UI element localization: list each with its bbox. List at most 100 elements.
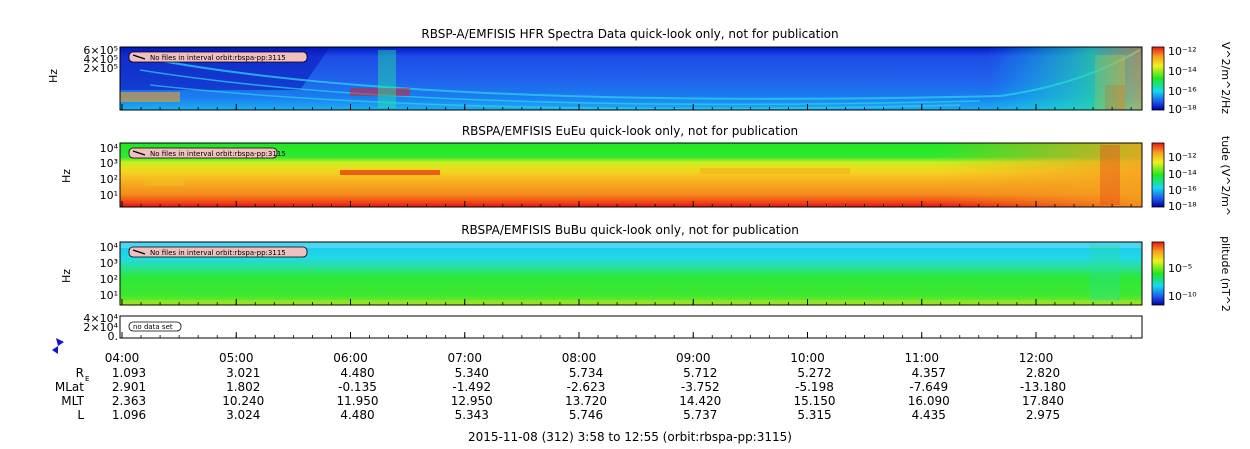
ephemeris-value: -13.180 — [1020, 380, 1066, 394]
panel-hfr-colorbar — [1151, 46, 1165, 111]
ephemeris-value: -3.752 — [681, 380, 720, 394]
panel-eu-cbar-tick-3: 10⁻¹⁶ — [1168, 184, 1197, 197]
panel-eu-annotation: No files in interval orbit:rbspa-pp:3115 — [150, 150, 286, 158]
ephemeris-value: 10.240 — [222, 394, 264, 408]
ephemeris-value: 17.840 — [1022, 394, 1064, 408]
panel-hfr-cbar-tick-3: 10⁻¹⁶ — [1168, 85, 1197, 98]
ephemeris-value: 14.420 — [679, 394, 721, 408]
panel-bu: No files in interval orbit:rbspa-pp:3115 — [119, 241, 1143, 306]
panel-eu-colorbar — [1151, 142, 1165, 208]
panel-hfr-cbar-label: V^2/m^2/Hz — [1219, 42, 1232, 114]
panel-hfr-annotation: No files in interval orbit:rbspa-pp:3115 — [150, 54, 286, 62]
panel-hfr-ytick-2: 4×10⁵ — [83, 53, 118, 66]
time-label: 07:00 — [447, 351, 482, 365]
x-axis-ticks — [121, 104, 1132, 338]
panel-hfr-cbar-tick-2: 10⁻¹⁴ — [1168, 65, 1197, 78]
ephemeris-value: 4.357 — [912, 366, 946, 380]
panel-bu-title: RBSPA/EMFISIS BuBu quick-look only, not … — [461, 223, 799, 237]
panel-bu-ytick-2: 10³ — [100, 257, 118, 270]
ephemeris-value: 2.975 — [1026, 408, 1060, 422]
ephemeris-value: -5.198 — [795, 380, 834, 394]
panel-hfr-ytick-1: 6×10⁵ — [83, 44, 118, 57]
ephemeris-value: 11.950 — [337, 394, 379, 408]
ephemeris-value: 2.820 — [1026, 366, 1060, 380]
ephemeris-value: 2.901 — [112, 380, 146, 394]
panel-hfr-ytick-3: 2×10⁵ — [83, 62, 118, 75]
panel-eu-ytick-2: 10³ — [100, 157, 118, 170]
ephemeris-row-label: MLT — [61, 394, 84, 408]
panel-empty-ytick-2: 2×10⁴ — [83, 321, 118, 334]
panel-empty: no data set — [119, 315, 1143, 339]
panel-empty-ytick-1: 4×10⁴ — [83, 312, 118, 325]
panel-hfr: No files in interval orbit:rbspa-pp:3115 — [119, 46, 1143, 111]
panel-bu-cbar-tick-2: 10⁻¹⁰ — [1168, 290, 1197, 303]
ephemeris-value: 5.746 — [569, 408, 603, 422]
panel-eu: No files in interval orbit:rbspa-pp:3115 — [119, 142, 1143, 208]
ephemeris-row-label: R — [76, 366, 84, 380]
ephemeris-value: 3.021 — [226, 366, 260, 380]
panel-eu-cbar-label: tude (V^2/m^ — [1219, 136, 1232, 216]
ephemeris-value: 15.150 — [794, 394, 836, 408]
panel-bu-cbar-tick-1: 10⁻⁵ — [1168, 262, 1192, 275]
ephemeris-value: 1.093 — [112, 366, 146, 380]
panel-hfr-cbar-tick-1: 10⁻¹² — [1168, 45, 1197, 58]
time-label: 05:00 — [219, 351, 254, 365]
x-axis-time-labels: 04:00 05:00 06:00 07:00 08:00 09:00 10:00 11:00… — [105, 351, 1054, 365]
panel-hfr-cbar-tick-4: 10⁻¹⁸ — [1168, 103, 1197, 116]
panel-bu-ytick-4: 10¹ — [100, 289, 118, 302]
ephemeris-value: 13.720 — [565, 394, 607, 408]
time-label: 08:00 — [562, 351, 597, 365]
ephemeris-value: 5.712 — [683, 366, 717, 380]
time-label: 04:00 — [105, 351, 140, 365]
panel-bu-cbar-label: plitude (nT^2 — [1219, 236, 1232, 312]
panel-hfr-title: RBSP-A/EMFISIS HFR Spectra Data quick-lo… — [421, 27, 838, 41]
ephemeris-value: -2.623 — [567, 380, 606, 394]
ephemeris-row-subscript: E — [85, 375, 89, 383]
time-label: 11:00 — [904, 351, 939, 365]
arrow-left-icon — [52, 346, 58, 354]
panel-eu-ytick-3: 10² — [100, 173, 118, 186]
panel-eu-ytick-4: 10¹ — [100, 189, 118, 202]
ephemeris-value: 2.363 — [112, 394, 146, 408]
ephemeris-value: 5.343 — [455, 408, 489, 422]
ephemeris-value: -1.492 — [452, 380, 491, 394]
panel-eu-cbar-tick-2: 10⁻¹⁴ — [1168, 168, 1197, 181]
panel-bu-ylabel: Hz — [60, 269, 73, 283]
ephemeris-value: -7.649 — [909, 380, 948, 394]
time-label: 09:00 — [676, 351, 711, 365]
time-label: 12:00 — [1019, 351, 1054, 365]
ephemeris-value: -0.135 — [338, 380, 377, 394]
panel-bu-ytick-3: 10² — [100, 273, 118, 286]
panel-bu-annotation: No files in interval orbit:rbspa-pp:3115 — [150, 249, 286, 257]
panel-eu-ylabel: Hz — [60, 169, 73, 183]
panel-empty-annotation: no data set — [133, 323, 173, 331]
panel-bu-colorbar — [1151, 241, 1165, 306]
ephemeris-row-label: MLat — [55, 380, 84, 394]
panel-eu-cbar-tick-1: 10⁻¹² — [1168, 151, 1197, 164]
ephemeris-value: 5.340 — [455, 366, 489, 380]
ephemeris-value: 5.737 — [683, 408, 717, 422]
ephemeris-value: 4.435 — [912, 408, 946, 422]
x-axis-footer: 2015-11-08 (312) 3:58 to 12:55 (orbit:rb… — [468, 430, 792, 444]
ephemeris-value: 3.024 — [226, 408, 260, 422]
ephemeris-value: 5.734 — [569, 366, 603, 380]
ephemeris-value: 16.090 — [908, 394, 950, 408]
panel-eu-cbar-tick-4: 10⁻¹⁸ — [1168, 200, 1197, 213]
ephemeris-value: 1.802 — [226, 380, 260, 394]
ephemeris-value: 4.480 — [340, 366, 374, 380]
ephemeris-value: 12.950 — [451, 394, 493, 408]
panel-eu-ytick-1: 10⁴ — [100, 142, 119, 155]
panel-bu-ytick-1: 10⁴ — [100, 241, 119, 254]
ephemeris-table: R E 1.093 3.021 4.480 5.340 5.734 5.712 5.272 4.3… — [55, 366, 1066, 422]
ephemeris-row-label: L — [77, 408, 84, 422]
arrow-right-icon — [56, 338, 64, 346]
panel-eu-title: RBSPA/EMFISIS EuEu quick-look only, not … — [462, 124, 798, 138]
ephemeris-value: 5.315 — [797, 408, 831, 422]
ephemeris-value: 5.272 — [797, 366, 831, 380]
time-label: 10:00 — [790, 351, 825, 365]
panel-hfr-ylabel: Hz — [47, 69, 60, 83]
ephemeris-value: 4.480 — [340, 408, 374, 422]
time-label: 06:00 — [333, 351, 368, 365]
ephemeris-value: 1.096 — [112, 408, 146, 422]
